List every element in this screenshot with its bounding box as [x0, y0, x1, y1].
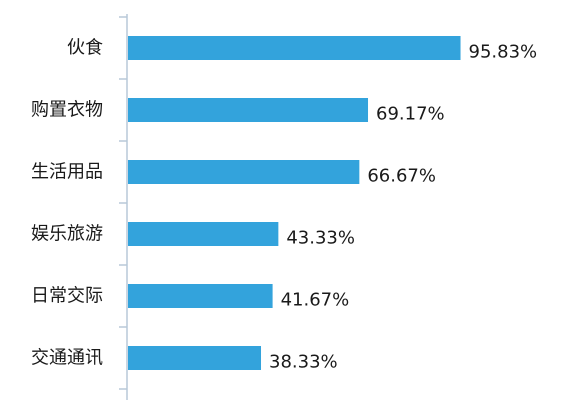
category-label: 日常交际 — [31, 286, 103, 307]
bar — [128, 222, 279, 246]
data-label: 66.67% — [367, 166, 436, 187]
bar — [128, 98, 369, 122]
data-label: 69.17% — [376, 104, 445, 125]
bar — [128, 36, 461, 60]
bar — [128, 284, 273, 308]
category-label: 娱乐旅游 — [31, 224, 103, 245]
category-label: 交通通讯 — [31, 348, 103, 369]
category-label: 生活用品 — [31, 162, 103, 183]
category-label: 购置衣物 — [31, 100, 103, 121]
category-label: 伙食 — [67, 38, 103, 59]
data-label: 41.67% — [281, 290, 350, 311]
bar — [128, 346, 262, 370]
data-label: 43.33% — [286, 228, 355, 249]
data-label: 95.83% — [469, 42, 538, 63]
bar — [128, 160, 360, 184]
data-label: 38.33% — [269, 352, 338, 373]
